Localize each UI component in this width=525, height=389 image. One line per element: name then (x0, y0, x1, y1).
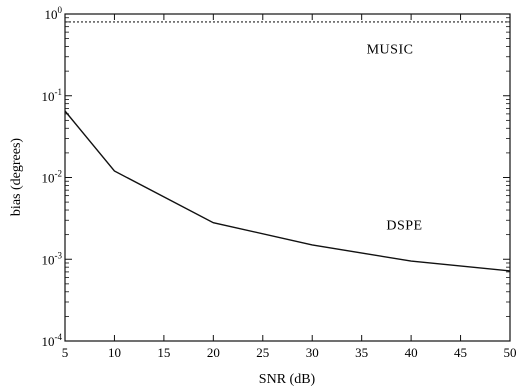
series-line-dspe (64, 110, 511, 272)
x-tick-label: 25 (256, 345, 269, 360)
y-tick-label: 10-2 (42, 169, 63, 186)
x-tick-label: 20 (207, 345, 220, 360)
annotation-dspe: DSPE (386, 219, 422, 234)
data-series (64, 21, 511, 272)
x-tick-label: 30 (306, 345, 319, 360)
y-tick-label: 100 (45, 5, 63, 22)
x-tick-label: 10 (108, 345, 121, 360)
plot-frame (64, 13, 511, 342)
x-tick-label: 40 (405, 345, 418, 360)
y-tick-label: 10-3 (42, 250, 63, 267)
x-tick-label: 15 (157, 345, 170, 360)
x-tick-label: 35 (355, 345, 368, 360)
y-tick-label: 10-1 (42, 87, 63, 104)
y-axis-label: bias (degrees) (9, 138, 24, 216)
x-tick-label: 5 (62, 345, 69, 360)
x-tick-label: 45 (454, 345, 467, 360)
x-tick-labels: 5 10 15 20 25 30 35 40 45 50 (62, 345, 517, 360)
y-tick-label: 10-4 (42, 332, 63, 349)
annotation-music: MUSIC (367, 42, 414, 57)
axis-ticks (64, 13, 511, 342)
x-axis-label: SNR (dB) (259, 372, 316, 387)
x-tick-label: 50 (504, 345, 517, 360)
y-tick-labels: 100 10-1 10-2 10-3 10-4 (42, 5, 63, 349)
annotations: MUSIC DSPE (367, 42, 423, 233)
